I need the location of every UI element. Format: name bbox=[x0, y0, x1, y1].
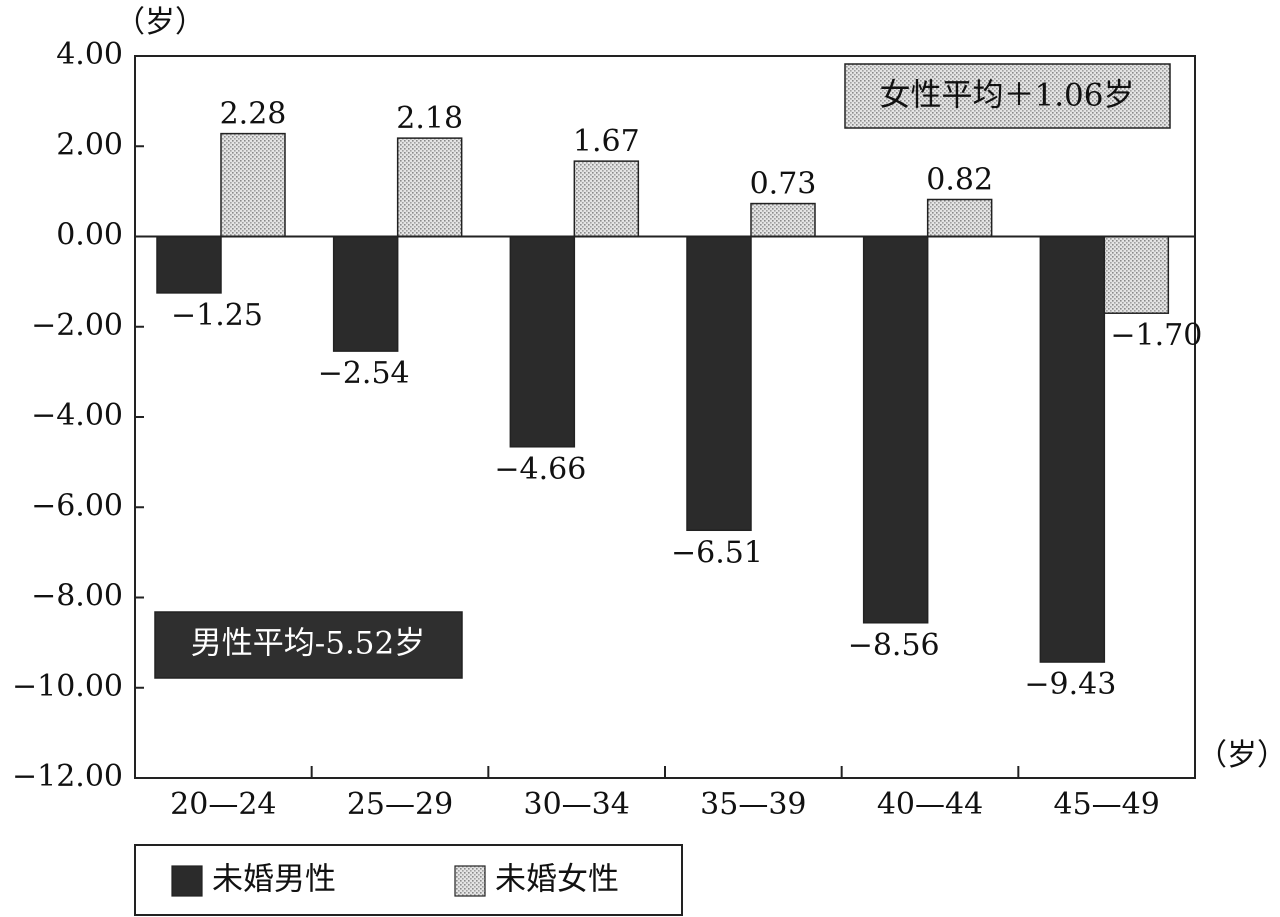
x-tick-label: 40—44 bbox=[877, 787, 983, 822]
data-label: 1.67 bbox=[573, 124, 640, 159]
x-tick-label: 35—39 bbox=[700, 787, 806, 822]
bar-male bbox=[332, 235, 399, 352]
y-tick-label: −4.00 bbox=[31, 398, 123, 433]
x-tick-label: 25—29 bbox=[347, 787, 453, 822]
legend-frame bbox=[134, 844, 683, 916]
data-label: −1.70 bbox=[1110, 318, 1202, 353]
x-tick-label: 20—24 bbox=[170, 787, 276, 822]
data-label: −4.66 bbox=[494, 452, 586, 487]
bar-female bbox=[396, 137, 463, 238]
y-tick-label: −8.00 bbox=[31, 579, 123, 614]
bar-male bbox=[862, 235, 929, 624]
y-tick-label: −6.00 bbox=[31, 488, 123, 523]
y-tick-label: −10.00 bbox=[12, 669, 123, 704]
bar-male bbox=[156, 235, 222, 294]
data-label: −8.56 bbox=[848, 628, 940, 663]
data-label: 2.28 bbox=[220, 97, 287, 132]
data-label: −9.43 bbox=[1024, 667, 1116, 702]
y-tick-label: −12.00 bbox=[12, 759, 123, 794]
data-label: −2.54 bbox=[318, 356, 410, 391]
legend-label-female: 未婚女性 bbox=[495, 862, 619, 898]
y-tick-label: 2.00 bbox=[56, 127, 123, 162]
y-tick-label: −2.00 bbox=[31, 308, 123, 343]
data-label: 0.73 bbox=[750, 167, 817, 202]
legend-swatch-male bbox=[171, 865, 203, 897]
legend-swatch-female bbox=[454, 865, 486, 897]
y-unit-label: （岁） bbox=[115, 5, 205, 40]
bar-male bbox=[686, 235, 752, 532]
bar-male bbox=[509, 235, 576, 448]
x-unit-label: （岁） bbox=[1197, 738, 1280, 773]
data-label: 0.82 bbox=[926, 162, 993, 197]
bar-female bbox=[220, 132, 286, 238]
y-tick-label: 4.00 bbox=[56, 37, 123, 72]
female-average-label: 女性平均＋1.06岁 bbox=[879, 78, 1134, 114]
data-label: 2.18 bbox=[396, 101, 463, 136]
y-tick-label: 0.00 bbox=[56, 218, 123, 253]
data-label: −6.51 bbox=[671, 535, 763, 570]
female-average-box bbox=[844, 63, 1171, 129]
bar-female bbox=[926, 198, 993, 238]
bar-female bbox=[750, 202, 816, 238]
male-average-label: 男性平均-5.52岁 bbox=[191, 626, 426, 662]
x-tick-label: 45—49 bbox=[1053, 787, 1159, 822]
bar-female bbox=[1103, 235, 1170, 314]
bar-male bbox=[1039, 235, 1106, 663]
x-tick-label: 30—34 bbox=[523, 787, 629, 822]
data-label: −1.25 bbox=[171, 298, 263, 333]
male-average-box bbox=[154, 611, 463, 679]
bar-female bbox=[573, 160, 640, 238]
legend-label-male: 未婚男性 bbox=[212, 862, 336, 898]
